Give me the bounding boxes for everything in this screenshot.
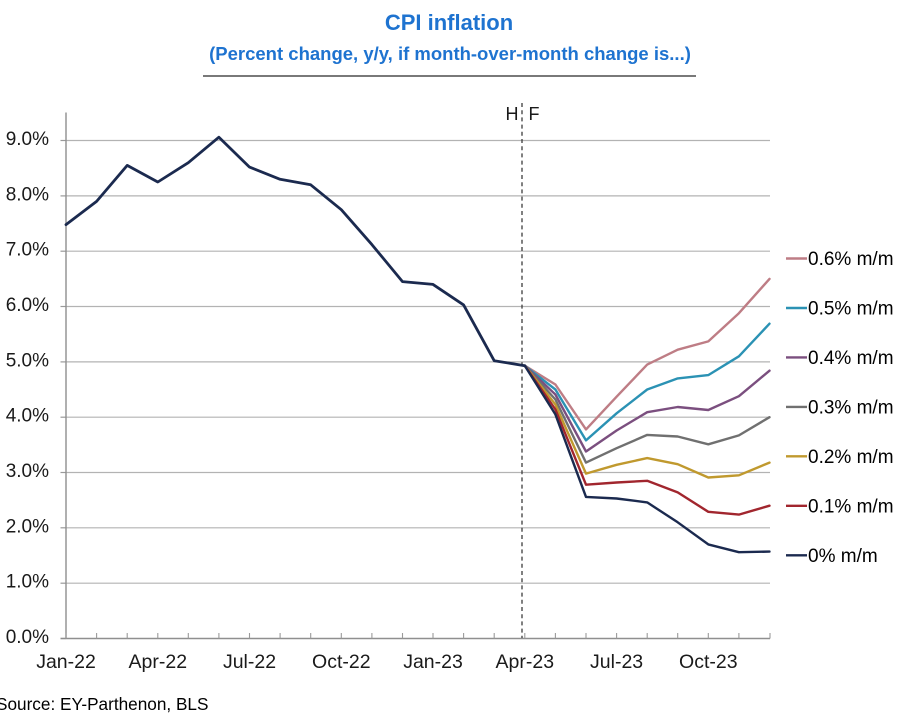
svg-text:0.3% m/m: 0.3% m/m xyxy=(808,397,894,418)
svg-text:H: H xyxy=(506,104,519,124)
svg-text:0.1% m/m: 0.1% m/m xyxy=(808,496,894,517)
svg-text:0.6% m/m: 0.6% m/m xyxy=(808,249,894,270)
svg-text:Jul-23: Jul-23 xyxy=(590,651,643,673)
svg-text:Apr-23: Apr-23 xyxy=(496,651,555,673)
svg-text:Oct-23: Oct-23 xyxy=(679,651,738,673)
svg-text:(Percent change, y/y, if month: (Percent change, y/y, if month-over-mont… xyxy=(209,43,691,64)
svg-text:Jan-23: Jan-23 xyxy=(403,651,463,673)
svg-text:Jan-22: Jan-22 xyxy=(36,651,96,673)
svg-text:0.4% m/m: 0.4% m/m xyxy=(808,348,894,369)
svg-text:7.0%: 7.0% xyxy=(6,240,49,261)
svg-text:4.0%: 4.0% xyxy=(6,406,49,427)
svg-text:0% m/m: 0% m/m xyxy=(808,546,878,567)
svg-text:Jul-22: Jul-22 xyxy=(223,651,276,673)
svg-text:1.0%: 1.0% xyxy=(6,572,49,593)
svg-text:F: F xyxy=(529,104,540,124)
svg-text:Apr-22: Apr-22 xyxy=(129,651,188,673)
svg-text:Source: EY-Parthenon, BLS: Source: EY-Parthenon, BLS xyxy=(0,694,208,714)
svg-text:5.0%: 5.0% xyxy=(6,350,49,371)
svg-text:0.2% m/m: 0.2% m/m xyxy=(808,447,894,468)
svg-text:CPI inflation: CPI inflation xyxy=(385,10,513,35)
svg-text:6.0%: 6.0% xyxy=(6,295,49,316)
svg-text:0.0%: 0.0% xyxy=(6,627,49,648)
svg-text:Oct-22: Oct-22 xyxy=(312,651,371,673)
svg-text:9.0%: 9.0% xyxy=(6,129,49,150)
svg-text:2.0%: 2.0% xyxy=(6,516,49,537)
svg-text:0.5% m/m: 0.5% m/m xyxy=(808,299,894,320)
svg-text:3.0%: 3.0% xyxy=(6,461,49,482)
svg-text:8.0%: 8.0% xyxy=(6,184,49,205)
